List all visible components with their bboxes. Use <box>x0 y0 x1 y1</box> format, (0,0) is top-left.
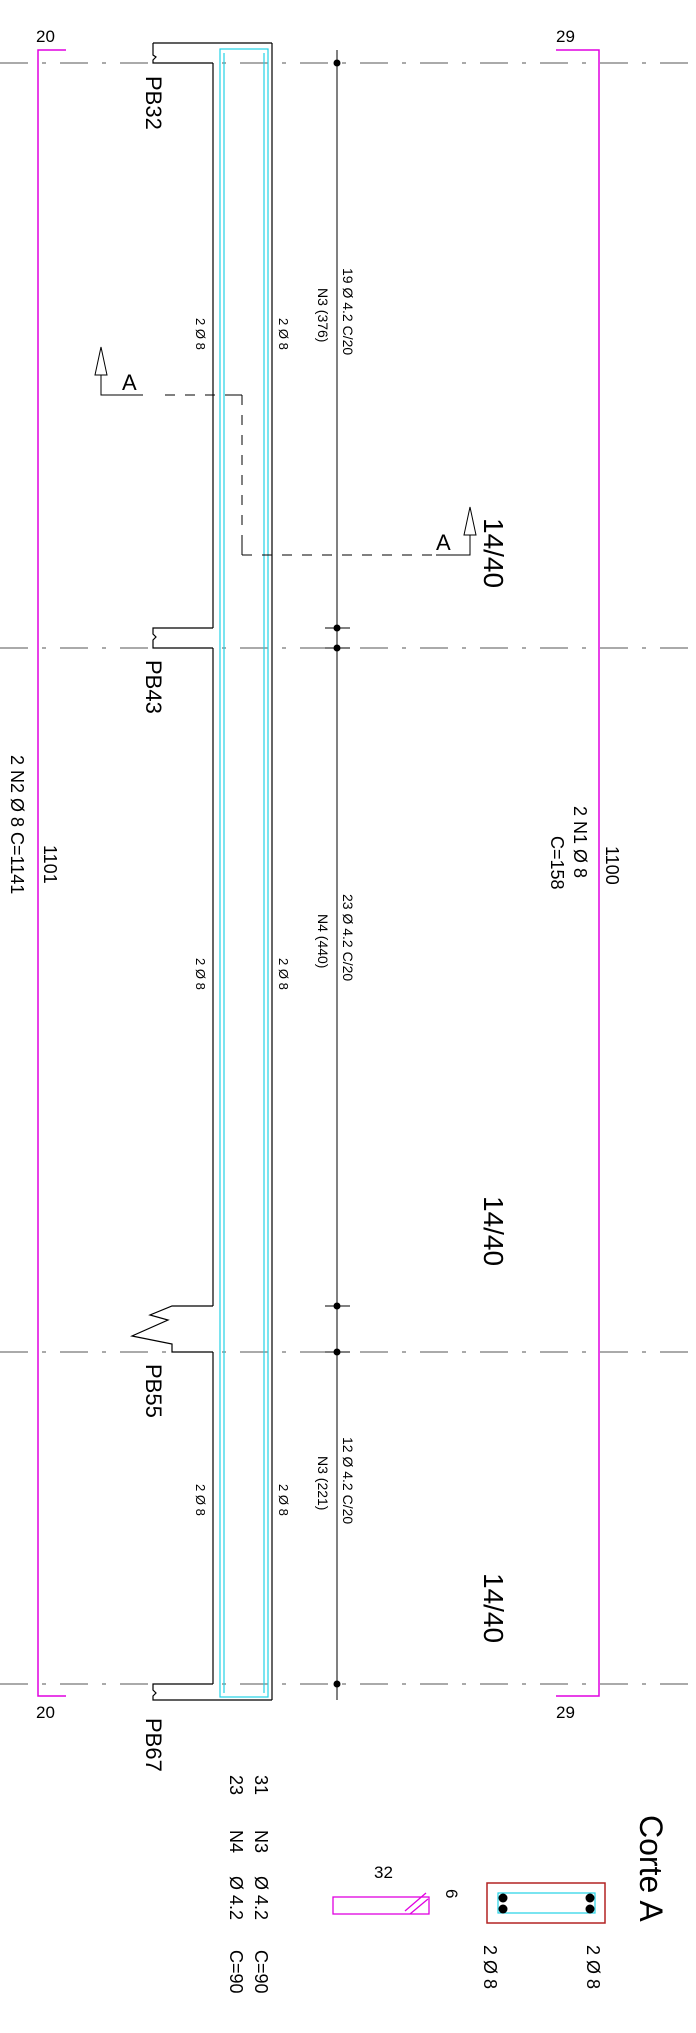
stirrup-schedule: 31 N3 Ø 4.2 C=90 23 N4 Ø 4.2 C=90 <box>226 1775 271 1994</box>
stirrup-line <box>325 50 350 1700</box>
rebar-dot <box>498 1893 508 1903</box>
rebar-n2-bottom <box>37 49 66 1697</box>
rebar-dot <box>585 1893 595 1903</box>
rebar-cyan <box>219 48 269 1698</box>
beam-size-2: 14/40 <box>478 1196 509 1266</box>
bars-label-3: 2 Ø 8 <box>193 958 208 990</box>
schedule-pos-2: N4 <box>226 1830 246 1853</box>
section-title: Corte A <box>633 1815 669 1922</box>
schedule-len-1: C=90 <box>251 1950 271 1994</box>
rebar-n2-length: 1101 <box>40 845 60 884</box>
stirrup-ref-1: N3 (376) <box>315 288 331 342</box>
rebar-dot <box>498 1904 508 1914</box>
rebar-dot <box>585 1904 595 1914</box>
section-bottom-bars: 2 Ø 8 <box>480 1945 500 1989</box>
rebar-n1-top <box>556 49 600 1697</box>
cross-section <box>486 1882 606 1924</box>
support-label-pb55: PB55 <box>141 1364 166 1418</box>
section-cut-line <box>94 346 477 556</box>
stirrup-width-dim: 32 <box>374 1863 393 1882</box>
stirrup-height-dim: 6 <box>442 1889 461 1898</box>
section-top-bars: 2 Ø 8 <box>583 1945 603 1989</box>
section-marker-a-lower: A <box>436 530 451 555</box>
bars-label-5: 2 Ø 8 <box>193 1484 208 1516</box>
stirrup-count-3: 12 Ø 4.2 C/20 <box>340 1437 356 1524</box>
support-label-pb43: PB43 <box>141 660 166 714</box>
grid-number-top-right: 29 <box>556 27 575 46</box>
schedule-pos-1: N3 <box>251 1830 271 1853</box>
schedule-dia-1: Ø 4.2 <box>251 1876 271 1920</box>
grid-number-bottom-right: 29 <box>556 1703 575 1722</box>
beam-size-3: 14/40 <box>478 1573 509 1643</box>
grid-number-bottom-left: 20 <box>36 1703 55 1722</box>
schedule-qty-1: 31 <box>251 1775 271 1795</box>
cross-section-stirrup <box>497 1892 596 1914</box>
stirrup-ref-2: N4 (440) <box>315 914 331 968</box>
cross-section-outline <box>486 1882 606 1924</box>
schedule-qty-2: 23 <box>226 1775 246 1795</box>
rebar-n1-desc: 2 N1 Ø 8 <box>570 806 590 878</box>
schedule-len-2: C=90 <box>226 1950 246 1994</box>
bars-label-1: 2 Ø 8 <box>193 318 208 350</box>
bars-label-2: 2 Ø 8 <box>276 318 291 350</box>
grid-number-top-left: 20 <box>36 27 55 46</box>
stirrup-shape <box>332 1892 430 1915</box>
stirrup-count-2: 23 Ø 4.2 C/20 <box>340 894 356 981</box>
rebar-n1-length: 1100 <box>602 846 622 885</box>
stirrup-count-1: 19 Ø 4.2 C/20 <box>340 268 356 355</box>
schedule-dia-2: Ø 4.2 <box>226 1876 246 1920</box>
support-label-pb32: PB32 <box>141 76 166 130</box>
rebar-n1-cut: C=158 <box>547 836 567 890</box>
bars-label-6: 2 Ø 8 <box>276 1484 291 1516</box>
bars-label-4: 2 Ø 8 <box>276 958 291 990</box>
beam-outline <box>130 42 273 1701</box>
stirrup-ref-3: N3 (221) <box>315 1456 331 1510</box>
support-label-pb67: PB67 <box>141 1718 166 1772</box>
beam-size-1: 14/40 <box>478 518 509 588</box>
section-marker-a-upper: A <box>122 370 137 395</box>
rebar-n2-desc: 2 N2 Ø 8 C=1141 <box>7 755 27 894</box>
